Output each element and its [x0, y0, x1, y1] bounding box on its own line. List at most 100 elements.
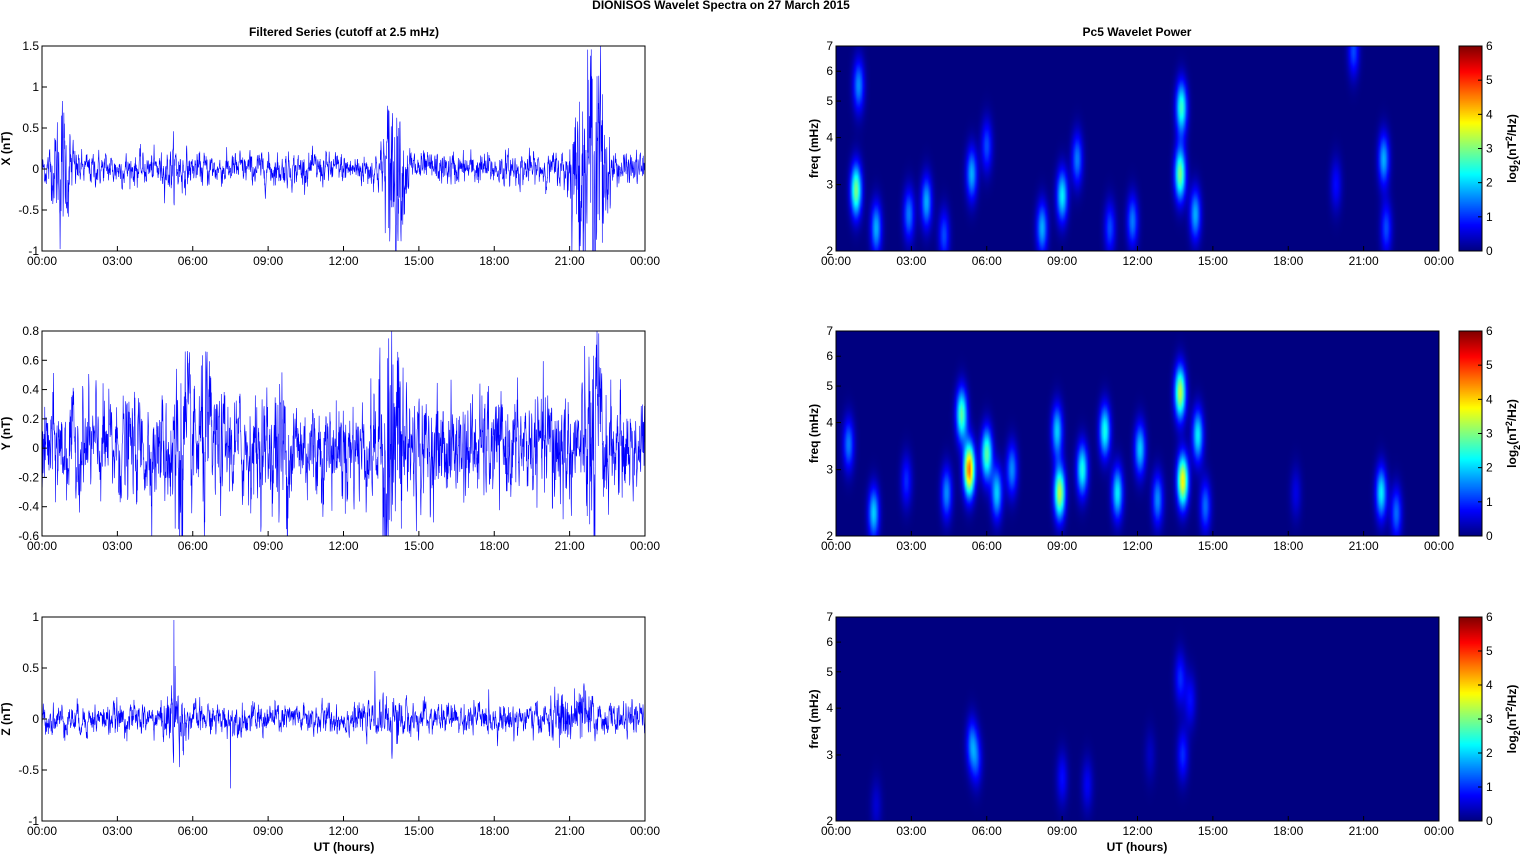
spectrum-x-xtick-label: 18:00 — [1273, 254, 1303, 268]
spectrum-x-colorbar-tick-label: 1 — [1486, 210, 1493, 224]
spectrum-z-colorbar — [1459, 617, 1482, 821]
spectrum-y-ytick-label: 4 — [826, 416, 833, 430]
spectrum-z-ytick-label: 4 — [826, 701, 833, 715]
spectrum-z-xtick-label: 15:00 — [1198, 824, 1228, 838]
spectrum-y-xtick-label: 21:00 — [1349, 539, 1379, 553]
spectrum-y-colorbar-label-part: /Hz) — [1505, 399, 1519, 421]
right-x-axis-label: UT (hours) — [1107, 840, 1168, 854]
spectrum-z-colorbar-tick-label: 5 — [1486, 644, 1493, 658]
spectrum-x-colorbar-tick-label: 6 — [1486, 39, 1493, 53]
spectrum-x-ytick-label: 4 — [826, 131, 833, 145]
spectrum-y-xtick-label: 06:00 — [972, 539, 1002, 553]
spectrum-y-xtick-label: 18:00 — [1273, 539, 1303, 553]
spectrum-z-xtick-label: 03:00 — [896, 824, 926, 838]
panel-x-xtick-label: 06:00 — [178, 254, 208, 268]
panel-x-ytick-label: 1.5 — [22, 39, 39, 53]
spectrum-z-y-axis-label: freq (mHz) — [807, 689, 821, 748]
spectrum-z-colorbar-label-part: /Hz) — [1505, 685, 1519, 707]
spectrum-y-ytick-label: 7 — [826, 324, 833, 338]
spectrum-z-ytick-label: 5 — [826, 665, 833, 679]
panel-y-xtick-label: 12:00 — [328, 539, 358, 553]
panel-y-xtick-label: 15:00 — [404, 539, 434, 553]
spectrum-x-xtick-label: 15:00 — [1198, 254, 1228, 268]
spectrum-y-colorbar-tick-label: 6 — [1486, 324, 1493, 338]
spectrum-x-heatmap-image — [836, 46, 1439, 251]
panel-y-ytick-label: 0.2 — [22, 412, 39, 426]
panel-x-xtick-label: 15:00 — [404, 254, 434, 268]
spectrum-z-colorbar-label-part: log — [1505, 735, 1519, 753]
spectrum-x-xtick-label: 21:00 — [1349, 254, 1379, 268]
spectrum-z-colorbar-tick-label: 3 — [1486, 712, 1493, 726]
panel-z-xtick-label: 00:00 — [27, 824, 57, 838]
spectrum-y-heatmap-image — [836, 331, 1439, 536]
spectrum-x-xtick-label: 03:00 — [896, 254, 926, 268]
panel-z-series-line — [42, 620, 645, 789]
panel-y-xtick-label: 21:00 — [555, 539, 585, 553]
panel-z-xtick-label: 12:00 — [328, 824, 358, 838]
spectrum-x-xtick-label: 09:00 — [1047, 254, 1077, 268]
panel-y-xtick-label: 00:00 — [27, 539, 57, 553]
spectrum-y-colorbar-label-part: 2 — [1504, 421, 1514, 426]
spectrum-x-colorbar-tick-label: 2 — [1486, 176, 1493, 190]
panel-z-xtick-label: 06:00 — [178, 824, 208, 838]
panel-z-ytick-label: 0.5 — [22, 661, 39, 675]
spectrum-x-y-axis-label: freq (mHz) — [807, 119, 821, 178]
spectrum-z-xtick-label: 12:00 — [1122, 824, 1152, 838]
spectrum-x-ytick-label: 7 — [826, 39, 833, 53]
left-column-title: Filtered Series (cutoff at 2.5 mHz) — [249, 25, 439, 39]
spectrum-z-xtick-label: 00:00 — [821, 824, 851, 838]
panel-x-xtick-label: 00:00 — [630, 254, 660, 268]
panel-z-ytick-label: -0.5 — [18, 763, 39, 777]
panel-y-xtick-label: 06:00 — [178, 539, 208, 553]
spectrum-x-colorbar-label-part: log — [1505, 165, 1519, 183]
spectrum-x-xtick-label: 00:00 — [1424, 254, 1454, 268]
panel-y-ytick-label: 0.6 — [22, 353, 39, 367]
spectrum-z-colorbar-tick-label: 1 — [1486, 780, 1493, 794]
spectrum-z-colorbar-label-part: 2 — [1512, 730, 1521, 735]
panel-y-ytick-label: -0.2 — [18, 470, 39, 484]
panel-x-xtick-label: 03:00 — [102, 254, 132, 268]
spectrum-y-ytick-label: 5 — [826, 379, 833, 393]
panel-x-xtick-label: 09:00 — [253, 254, 283, 268]
panel-y-xtick-label: 18:00 — [479, 539, 509, 553]
spectrum-z-xtick-label: 18:00 — [1273, 824, 1303, 838]
panel-x-xtick-label: 12:00 — [328, 254, 358, 268]
spectrum-x-colorbar-label-part: 2 — [1512, 160, 1521, 165]
spectrum-z-xtick-label: 09:00 — [1047, 824, 1077, 838]
spectrum-x-ytick-label: 6 — [826, 64, 833, 78]
spectrum-y-ytick-label: 2 — [826, 529, 833, 543]
spectrum-x-colorbar-label-part: 2 — [1504, 136, 1514, 141]
panel-y-xtick-label: 00:00 — [630, 539, 660, 553]
spectrum-y-colorbar-label-part: 2 — [1512, 445, 1521, 450]
panel-x-y-axis-label: X (nT) — [0, 132, 13, 166]
panel-x-ytick-label: 0 — [32, 162, 39, 176]
panel-z-xtick-label: 09:00 — [253, 824, 283, 838]
spectrum-x-ytick-label: 3 — [826, 178, 833, 192]
spectrum-x-colorbar-label: log2(nT2/Hz) — [1504, 114, 1521, 183]
spectrum-y-xtick-label: 03:00 — [896, 539, 926, 553]
panel-z-xtick-label: 15:00 — [404, 824, 434, 838]
panel-x-ytick-label: -1 — [28, 244, 39, 258]
spectrum-x-ytick-label: 5 — [826, 94, 833, 108]
panel-y-ytick-label: -0.4 — [18, 500, 39, 514]
panel-y-ytick-label: -0.6 — [18, 529, 39, 543]
spectrum-x-colorbar-tick-label: 5 — [1486, 73, 1493, 87]
spectrum-x-xtick-label: 06:00 — [972, 254, 1002, 268]
spectrum-y-y-axis-label: freq (mHz) — [807, 404, 821, 463]
spectrum-x-colorbar — [1459, 46, 1482, 251]
spectrum-y-colorbar-label-part: log — [1505, 450, 1519, 468]
panel-z-y-axis-label: Z (nT) — [0, 702, 13, 735]
panel-y-xtick-label: 03:00 — [102, 539, 132, 553]
panel-x-xtick-label: 00:00 — [27, 254, 57, 268]
spectrum-x-colorbar-tick-label: 0 — [1486, 244, 1493, 258]
panel-x-plot-area — [42, 46, 645, 251]
spectrum-y-colorbar — [1459, 331, 1482, 536]
spectrum-z-ytick-label: 6 — [826, 635, 833, 649]
spectrum-y-colorbar-tick-label: 3 — [1486, 427, 1493, 441]
spectrum-y-xtick-label: 15:00 — [1198, 539, 1228, 553]
spectrum-y-colorbar-tick-label: 5 — [1486, 358, 1493, 372]
panel-z-xtick-label: 18:00 — [479, 824, 509, 838]
spectrum-y-xtick-label: 12:00 — [1122, 539, 1152, 553]
spectrum-x-colorbar-tick-label: 4 — [1486, 107, 1493, 121]
panel-z-ytick-label: 1 — [32, 610, 39, 624]
